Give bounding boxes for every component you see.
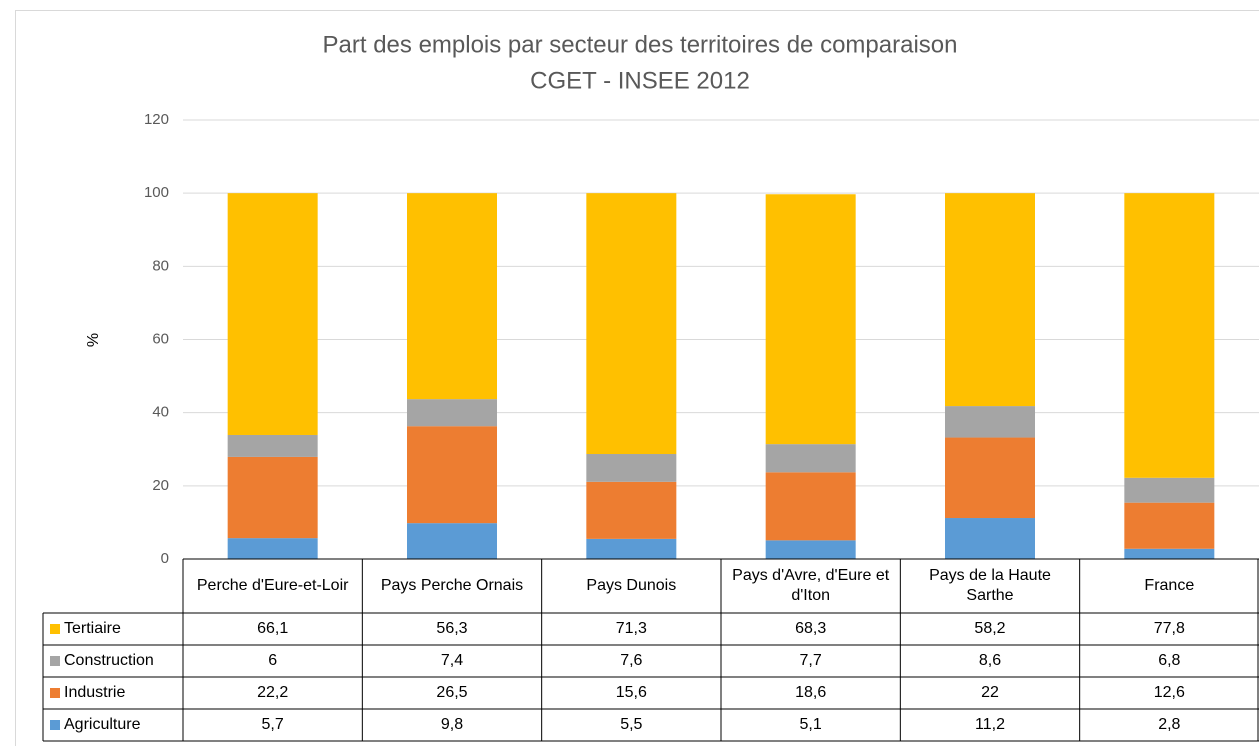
legend-label: Agriculture: [64, 716, 141, 733]
y-axis-label: %: [85, 333, 102, 347]
bar-segment: [765, 444, 856, 473]
data-label: 77,8: [1154, 620, 1185, 637]
bar-segment: [227, 434, 318, 457]
data-label: 56,3: [436, 620, 467, 637]
data-label: 9,8: [441, 716, 463, 733]
bar-segment: [945, 406, 1035, 438]
legend-swatch: [50, 656, 60, 666]
data-label: 18,6: [795, 684, 826, 701]
bar-segment: [407, 426, 497, 524]
data-label: 58,2: [974, 620, 1005, 637]
chart-title: Part des emplois par secteur des territo…: [323, 31, 958, 58]
bar-segment: [227, 456, 318, 539]
data-label: 26,5: [436, 684, 467, 701]
y-tick-label: 60: [152, 330, 169, 347]
data-label: 12,6: [1154, 684, 1185, 701]
bar-segment: [1124, 193, 1215, 478]
data-label: 11,2: [975, 716, 1005, 733]
category-cell: France: [1144, 577, 1195, 594]
data-label: 8,6: [979, 652, 1001, 669]
category-cell: Perche d'Eure-et-Loir: [196, 577, 349, 594]
data-label: 15,6: [616, 684, 647, 701]
bar-segment: [227, 538, 318, 559]
bar-segment: [945, 193, 1035, 407]
legend-label: Tertiaire: [64, 620, 121, 637]
data-label: 5,5: [620, 716, 642, 733]
x-tick-label: Pays Perche Ornais: [380, 577, 524, 594]
y-tick-label: 40: [152, 404, 169, 421]
x-tick-label: Pays de la Haute Sarthe: [929, 567, 1051, 604]
data-label: 5,1: [800, 716, 822, 733]
legend-label: Construction: [64, 652, 154, 669]
legend-label: Industrie: [64, 684, 125, 701]
y-tick-label: 120: [144, 111, 169, 128]
data-label: 7,6: [620, 652, 642, 669]
bar-segment: [586, 481, 677, 539]
bar-segment: [586, 538, 677, 559]
bar-segment: [765, 194, 856, 445]
bar-segment: [765, 472, 856, 541]
y-tick-label: 20: [152, 477, 169, 494]
bar-segment: [1124, 502, 1215, 549]
data-label: 6: [268, 652, 277, 669]
data-label: 2,8: [1158, 716, 1180, 733]
bar-segment: [586, 454, 677, 482]
y-tick-label: 80: [152, 257, 169, 274]
bar-segment: [407, 193, 497, 400]
category-cell: Pays Dunois: [586, 577, 677, 594]
bar-segment: [227, 193, 318, 435]
category-cell: Pays d'Avre, d'Eure et d'Iton: [732, 567, 890, 604]
bar-segment: [586, 193, 677, 455]
x-tick-label: Perche d'Eure-et-Loir: [196, 577, 349, 594]
x-tick-label: Pays Dunois: [586, 577, 677, 594]
data-label: 22: [981, 684, 999, 701]
data-label: 68,3: [795, 620, 826, 637]
bar-segment: [765, 540, 856, 559]
data-label: 22,2: [257, 684, 288, 701]
data-label: 7,4: [441, 652, 463, 669]
bar-segment: [1124, 548, 1215, 559]
data-label: 6,8: [1158, 652, 1180, 669]
legend-swatch: [50, 720, 60, 730]
bar-segment: [1124, 477, 1215, 503]
legend-swatch: [50, 624, 60, 634]
y-tick-label: 100: [144, 184, 169, 201]
y-tick-label: 0: [161, 550, 169, 567]
data-label: 7,7: [800, 652, 822, 669]
data-label: 71,3: [616, 620, 647, 637]
bar-segment: [407, 399, 497, 427]
bar-segment: [945, 518, 1035, 559]
x-tick-label: France: [1144, 577, 1195, 594]
bar-segment: [945, 437, 1035, 519]
bar-segment: [407, 523, 497, 559]
chart-subtitle: CGET - INSEE 2012: [530, 67, 750, 94]
data-label: 5,7: [262, 716, 284, 733]
category-cell: Pays Perche Ornais: [380, 577, 524, 594]
data-label: 66,1: [257, 620, 288, 637]
x-tick-label: Pays d'Avre, d'Eure et d'Iton: [732, 567, 890, 604]
legend-swatch: [50, 688, 60, 698]
category-cell: Pays de la Haute Sarthe: [929, 567, 1051, 604]
